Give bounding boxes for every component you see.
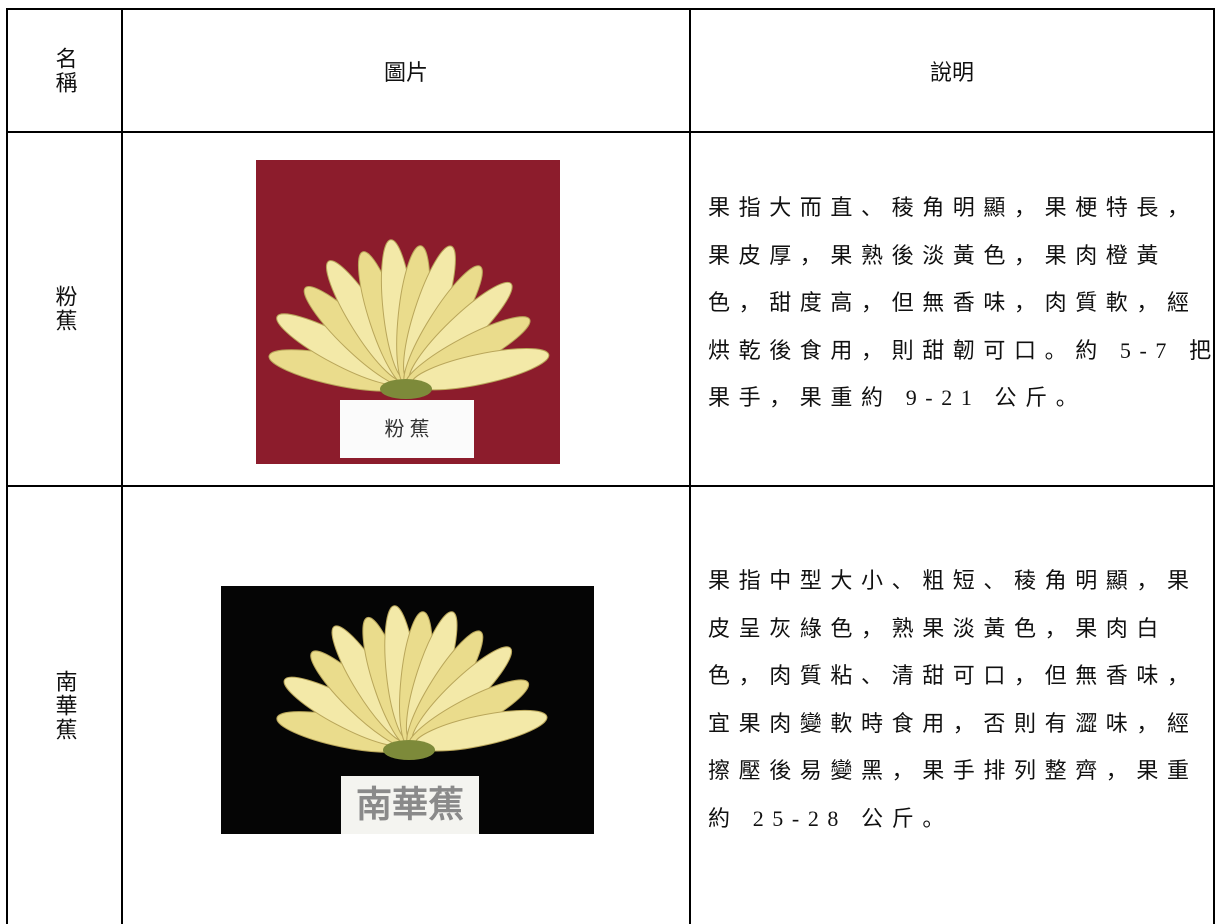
image-label: 粉 蕉 [385,418,430,441]
description-line: 擦壓後易變黑，果手排列整齊，果重 [708,758,1198,783]
image-label: 南華蕉 [356,784,464,824]
name-cell: 南華蕉 [52,669,78,742]
banana-bunch [268,239,550,399]
label-card [340,400,474,458]
description-line: 宜果肉變軟時食用，否則有澀味，經 [708,710,1198,736]
label-card [341,776,479,834]
stem [383,740,435,760]
description-line: 色，肉質粘、清甜可口，但無香味， [708,663,1198,688]
border [6,485,1215,487]
border [6,8,8,924]
border [6,131,1215,133]
description-line: 果手，果重約 9-21 公斤。 [708,385,1087,410]
name-cell: 粉蕉 [52,285,78,333]
border [1213,8,1215,924]
header-cell: 名稱 [52,46,78,95]
description-line: 果指大而直、稜角明顯，果梗特長， [708,195,1198,220]
border [121,8,123,924]
description: 果指大而直、稜角明顯，果梗特長， 果皮厚，果熟後淡黃色，果肉橙黃色，甜度高，但無香… [708,184,1220,422]
border [689,8,691,924]
stem [380,379,432,399]
description-line: 烘乾後食用，則甜韌可口。約 5-7 把 [708,337,1220,363]
photo: 粉 蕉 [256,160,560,464]
photo: 南華蕉 [221,586,594,834]
header-cell: 圖片 [383,59,428,85]
header-cell: 說明 [929,59,974,85]
description-line: 約 25-28 公斤。 [708,805,953,831]
banana-bunch [276,605,548,760]
description: 果指中型大小、粗短、稜角明顯，果 皮呈灰綠色，熟果淡黃色，果肉白色，肉質粘、清甜可… [708,557,1198,842]
description-line: 果皮厚，果熟後淡黃色，果肉橙黃 [708,242,1168,268]
description-line: 色，甜度高，但無香味，肉質軟，經 [708,290,1198,315]
description-line: 果指中型大小、粗短、稜角明顯，果 [708,568,1198,593]
description-line: 皮呈灰綠色，熟果淡黃色，果肉白 [708,615,1168,641]
border [6,8,1215,10]
